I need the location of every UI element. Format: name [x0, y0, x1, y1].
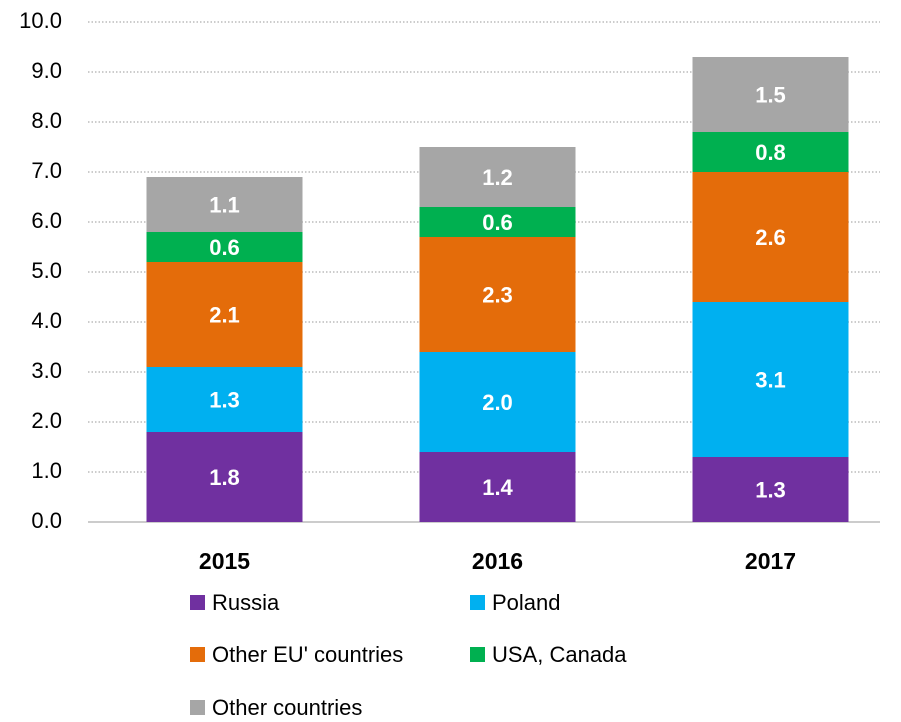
data-label: 1.2	[482, 165, 513, 190]
legend-swatch	[470, 647, 485, 662]
y-tick-label: 5.0	[31, 258, 62, 283]
y-tick-label: 1.0	[31, 458, 62, 483]
data-label: 0.8	[755, 140, 786, 165]
bar-segment	[146, 262, 303, 367]
data-label: 1.3	[209, 387, 240, 412]
y-tick-label: 10.0	[19, 8, 62, 33]
data-label: 0.6	[209, 235, 240, 260]
legend-label: Other EU' countries	[212, 642, 403, 667]
bar-segment	[692, 132, 849, 172]
y-tick-label: 6.0	[31, 208, 62, 233]
data-label: 3.1	[755, 367, 786, 392]
bar-segment	[692, 172, 849, 302]
data-label: 2.1	[209, 302, 240, 327]
data-label: 1.8	[209, 465, 240, 490]
bar-segment	[692, 457, 849, 522]
x-tick-label: 2016	[472, 548, 523, 574]
y-tick-label: 9.0	[31, 58, 62, 83]
bar-segment	[419, 207, 576, 237]
bar-segment	[692, 302, 849, 457]
legend-swatch	[470, 595, 485, 610]
bar-segment	[146, 177, 303, 232]
y-tick-label: 4.0	[31, 308, 62, 333]
legend-label: Other countries	[212, 695, 362, 720]
bar-segment	[146, 232, 303, 262]
legend-label: USA, Canada	[492, 642, 627, 667]
x-tick-label: 2017	[745, 548, 796, 574]
y-tick-label: 2.0	[31, 408, 62, 433]
bar-segment	[692, 57, 849, 132]
legend-label: Poland	[492, 590, 561, 615]
bar-segment	[419, 452, 576, 522]
bar-segment	[419, 237, 576, 352]
bar-segment	[146, 432, 303, 522]
data-label: 2.0	[482, 390, 513, 415]
y-tick-label: 3.0	[31, 358, 62, 383]
legend-label: Russia	[212, 590, 280, 615]
legend-swatch	[190, 647, 205, 662]
legend-swatch	[190, 700, 205, 715]
y-tick-label: 0.0	[31, 508, 62, 533]
data-label: 1.5	[755, 82, 786, 107]
y-tick-label: 7.0	[31, 158, 62, 183]
bar-segment	[419, 352, 576, 452]
y-tick-label: 8.0	[31, 108, 62, 133]
bar-segment	[419, 147, 576, 207]
data-label: 2.6	[755, 225, 786, 250]
data-label: 1.3	[755, 477, 786, 502]
bar-segment	[146, 367, 303, 432]
data-label: 0.6	[482, 210, 513, 235]
x-tick-label: 2015	[199, 548, 250, 574]
data-label: 2.3	[482, 282, 513, 307]
data-label: 1.4	[482, 475, 513, 500]
data-label: 1.1	[209, 192, 240, 217]
legend-swatch	[190, 595, 205, 610]
